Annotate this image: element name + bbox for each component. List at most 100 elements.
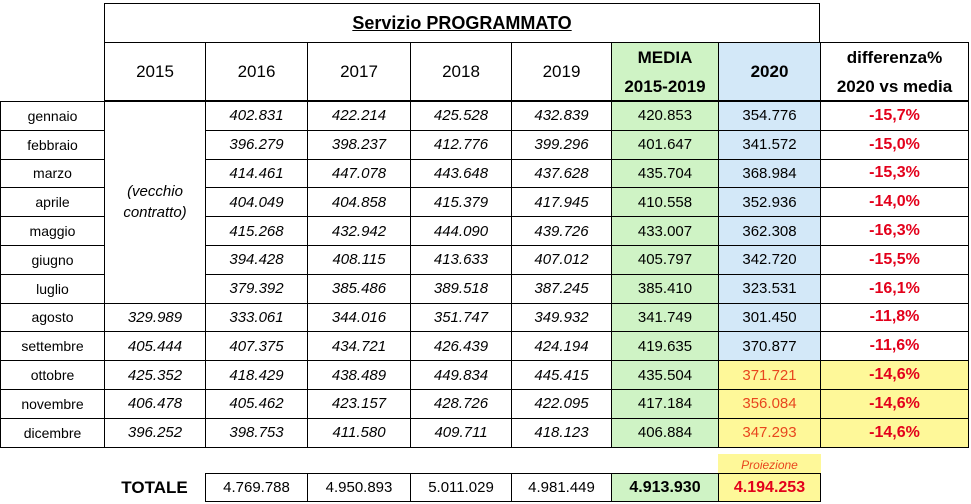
cell-2020-projected: 356.084 [718,389,821,419]
row-month-label: gennaio [0,101,105,131]
cell-2017: 447.078 [307,158,411,189]
total-label: TOTALE [121,477,188,497]
cell-media: 405.797 [611,245,719,275]
cell-2018: 351.747 [410,302,512,333]
cell-2018: 425.528 [410,101,512,131]
cell-2018: 412.776 [410,129,512,160]
cell-2020: 370.877 [718,331,821,362]
cell-difference: -14,6% [820,360,969,390]
cell-2015: 406.478 [104,389,206,419]
cell-difference: -15,7% [820,101,969,131]
cell-2020: 342.720 [718,245,821,275]
cell-2019: 349.932 [511,302,612,333]
cell-2019: 417.945 [511,187,612,218]
cell-2015: 405.444 [104,331,206,362]
cell-2020: 341.572 [718,129,821,160]
cell-2015: 329.989 [104,302,206,333]
cell-2016: 379.392 [205,273,308,304]
header-diff-line1: differenza% [846,47,943,67]
cell-difference: -15,5% [820,245,969,275]
row-month-label: marzo [0,158,105,189]
cell-2020: 368.984 [718,158,821,189]
cell-2016: 396.279 [205,129,308,160]
cell-2017: 408.115 [307,245,411,275]
cell-difference: -15,0% [820,129,969,160]
cell-2017: 344.016 [307,302,411,333]
cell-2018: 428.726 [410,389,512,419]
row-month-label: febbraio [0,129,105,160]
cell-2018: 415.379 [410,187,512,218]
header-year-2017: 2017 [307,42,411,101]
header-year-2015: 2015 [104,42,206,101]
row-month-label: ottobre [0,360,105,390]
cell-2019: 432.839 [511,101,612,131]
cell-media: 410.558 [611,187,719,218]
cell-2020-projected: 347.293 [718,417,821,448]
cell-difference: -14,6% [820,389,969,419]
cell-2016: 418.429 [205,360,308,390]
cell-2016: 414.461 [205,158,308,189]
cell-2018: 413.633 [410,245,512,275]
cell-2020-projected: 371.721 [718,360,821,390]
cell-2017: 398.237 [307,129,411,160]
total-2018: 4.981.449 [511,473,612,502]
row-month-label: luglio [0,273,105,304]
cell-2019: 437.628 [511,158,612,189]
cell-2017: 422.214 [307,101,411,131]
cell-2017: 411.580 [307,417,411,448]
old-contract-line1: (vecchio [127,183,183,201]
cell-2018: 389.518 [410,273,512,304]
header-media-line1: MEDIA [637,47,693,67]
cell-2019: 424.194 [511,331,612,362]
cell-2015: 396.252 [104,417,206,448]
cell-2017: 385.486 [307,273,411,304]
row-month-label: agosto [0,302,105,333]
cell-2020: 352.936 [718,187,821,218]
cell-2016: 415.268 [205,216,308,246]
row-month-label: maggio [0,216,105,246]
row-month-label: settembre [0,331,105,362]
cell-2019: 422.095 [511,389,612,419]
header-diff-line2: 2020 vs media [836,76,953,96]
row-month-label: aprile [0,187,105,218]
header-media-line2: 2015-2019 [624,76,706,96]
cell-2020: 354.776 [718,101,821,131]
cell-2016: 394.428 [205,245,308,275]
cell-media: 420.853 [611,101,719,131]
cell-2018: 426.439 [410,331,512,362]
cell-2019: 439.726 [511,216,612,246]
total-2016: 4.950.893 [307,473,411,502]
total-2017: 5.011.029 [410,473,512,502]
row-month-label: giugno [0,245,105,275]
cell-2019: 407.012 [511,245,612,275]
total-2020: 4.194.253 [718,473,821,502]
total-2015: 4.769.788 [205,473,308,502]
cell-2017: 434.721 [307,331,411,362]
header-2020: 2020 [718,42,821,101]
old-contract-note: (vecchio contratto) [104,101,206,304]
cell-difference: -16,1% [820,273,969,304]
cell-media: 406.884 [611,417,719,448]
cell-2017: 404.858 [307,187,411,218]
cell-2017: 423.157 [307,389,411,419]
cell-difference: -15,3% [820,158,969,189]
row-month-label: novembre [0,389,105,419]
cell-2018: 409.711 [410,417,512,448]
cell-media: 385.410 [611,273,719,304]
cell-2019: 387.245 [511,273,612,304]
cell-media: 341.749 [611,302,719,333]
header-year-2016: 2016 [205,42,308,101]
cell-2019: 399.296 [511,129,612,160]
cell-2016: 402.831 [205,101,308,131]
row-month-label: dicembre [0,417,105,448]
cell-difference: -14,6% [820,417,969,448]
cell-2020: 323.531 [718,273,821,304]
old-contract-line2: contratto) [123,204,187,222]
cell-2020: 301.450 [718,302,821,333]
cell-media: 417.184 [611,389,719,419]
cell-2019: 445.415 [511,360,612,390]
cell-2020: 362.308 [718,216,821,246]
cell-2016: 398.753 [205,417,308,448]
cell-2018: 443.648 [410,158,512,189]
cell-2018: 444.090 [410,216,512,246]
